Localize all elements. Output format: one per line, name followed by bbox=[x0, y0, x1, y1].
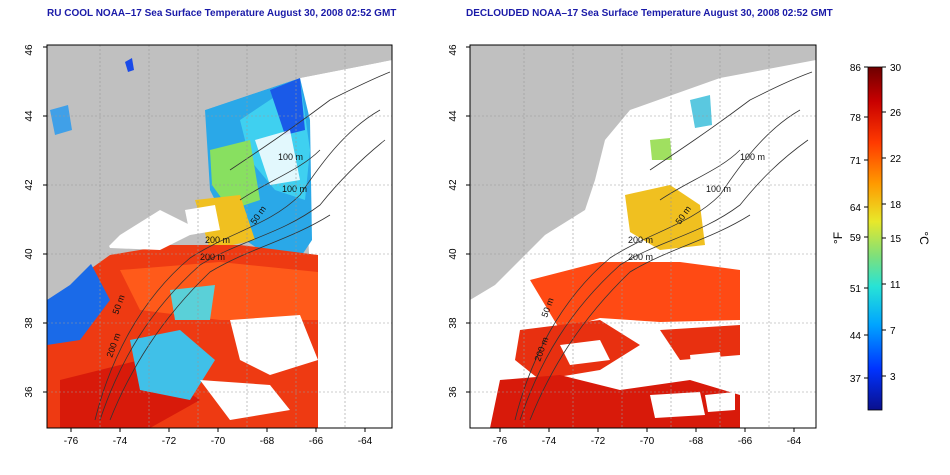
right-x-axis bbox=[499, 428, 795, 432]
y-tick-label: 40 bbox=[448, 248, 459, 260]
left-x-axis bbox=[70, 428, 366, 432]
contour-label: 100 m bbox=[278, 152, 303, 162]
colorbar-f-tick: 64 bbox=[850, 203, 862, 214]
left-panel-title: RU COOL NOAA–17 Sea Surface Temperature … bbox=[47, 8, 397, 19]
y-tick-label: 46 bbox=[448, 44, 459, 56]
x-tick-label: -72 bbox=[591, 436, 606, 447]
colorbar-c-tick: 11 bbox=[890, 280, 901, 291]
y-tick-label: 44 bbox=[24, 110, 35, 122]
colorbar-f-tick: 71 bbox=[850, 156, 862, 167]
left-grid bbox=[47, 45, 392, 428]
left-map bbox=[47, 45, 392, 428]
colorbar-f-tick: 51 bbox=[850, 284, 862, 295]
x-tick-label: -74 bbox=[542, 436, 557, 447]
right-bathymetry bbox=[514, 71, 813, 421]
y-tick-label: 40 bbox=[24, 248, 35, 260]
y-tick-label: 42 bbox=[24, 179, 35, 191]
x-tick-label: -72 bbox=[162, 436, 177, 447]
x-tick-label: -68 bbox=[260, 436, 275, 447]
x-tick-label: -66 bbox=[738, 436, 753, 447]
x-tick-label: -76 bbox=[493, 436, 508, 447]
x-tick-label: -70 bbox=[640, 436, 655, 447]
left-bathymetry bbox=[94, 71, 391, 421]
y-tick-label: 44 bbox=[448, 110, 459, 122]
gulf-stream bbox=[530, 262, 740, 330]
colorbar-fahrenheit-label: °F bbox=[831, 232, 845, 244]
colorbar-c-tick: 18 bbox=[890, 200, 902, 211]
y-tick-label: 38 bbox=[24, 317, 35, 329]
contour-label: 100 m bbox=[706, 184, 731, 194]
colorbar-celsius-label: °C bbox=[917, 231, 931, 245]
colorbar-c-tick: 26 bbox=[890, 108, 902, 119]
colorbar bbox=[867, 66, 883, 411]
colorbar-f-tick: 37 bbox=[850, 374, 862, 385]
colorbar-f-tick: 59 bbox=[850, 233, 862, 244]
right-map bbox=[470, 45, 816, 428]
colorbar-c-tick: 15 bbox=[890, 234, 902, 245]
x-tick-label: -76 bbox=[64, 436, 79, 447]
right-grid bbox=[470, 45, 816, 428]
land bbox=[470, 45, 720, 300]
y-tick-label: 36 bbox=[24, 386, 35, 398]
right-y-axis bbox=[466, 46, 470, 393]
colorbar-c-tick: 30 bbox=[890, 63, 902, 74]
x-tick-label: -66 bbox=[309, 436, 324, 447]
x-tick-label: -64 bbox=[787, 436, 802, 447]
right-frame bbox=[469, 44, 817, 429]
y-tick-label: 38 bbox=[448, 317, 459, 329]
left-y-axis bbox=[43, 46, 47, 393]
y-tick-label: 46 bbox=[24, 44, 35, 56]
contour-label: 200 m bbox=[200, 252, 225, 262]
x-tick-label: -68 bbox=[689, 436, 704, 447]
y-tick-label: 42 bbox=[448, 179, 459, 191]
colorbar-ticks bbox=[864, 66, 886, 379]
contour-label: 200 m bbox=[628, 252, 653, 262]
colorbar-c-tick: 7 bbox=[890, 326, 896, 337]
colorbar-c-tick: 3 bbox=[890, 372, 896, 383]
shelf-water bbox=[625, 185, 705, 250]
right-panel-title: DECLOUDED NOAA–17 Sea Surface Temperatur… bbox=[466, 8, 833, 19]
x-tick-label: -64 bbox=[358, 436, 373, 447]
colorbar-f-tick: 44 bbox=[850, 331, 862, 342]
colorbar-f-tick: 78 bbox=[850, 113, 862, 124]
colorbar-f-tick: 86 bbox=[850, 63, 862, 74]
x-tick-label: -74 bbox=[113, 436, 128, 447]
contour-label: 100 m bbox=[282, 184, 307, 194]
contour-label: 100 m bbox=[740, 152, 765, 162]
x-tick-label: -70 bbox=[211, 436, 226, 447]
contour-label: 200 m bbox=[205, 235, 230, 245]
left-frame bbox=[46, 44, 393, 429]
y-tick-label: 36 bbox=[448, 386, 459, 398]
colorbar-c-tick: 22 bbox=[890, 154, 902, 165]
contour-label: 200 m bbox=[628, 235, 653, 245]
